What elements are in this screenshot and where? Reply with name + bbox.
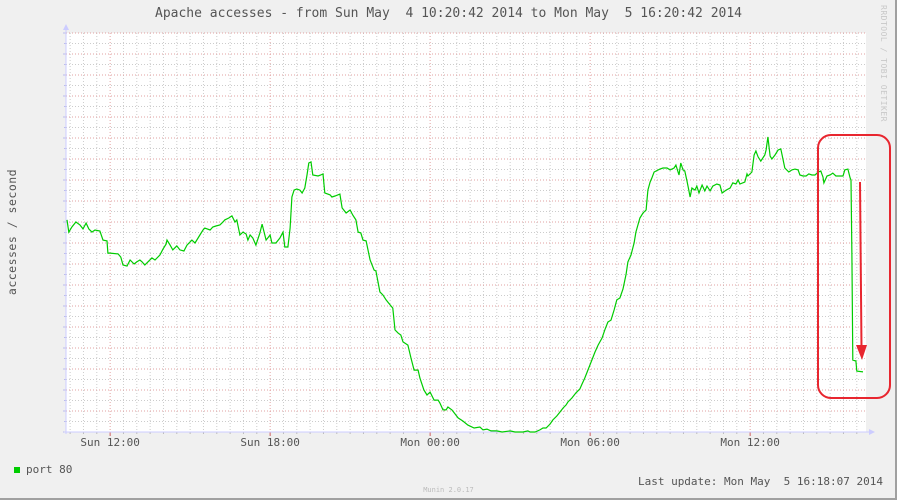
x-tick-label: Mon 12:00 — [720, 436, 780, 449]
series-line — [66, 136, 864, 433]
down-arrow-icon — [856, 345, 867, 360]
legend-label: port 80 — [26, 463, 73, 476]
series-port-80 — [66, 136, 864, 433]
y-axis-arrow-icon — [63, 24, 69, 30]
legend: port 80 — [14, 463, 72, 476]
x-tick-label: Mon 06:00 — [560, 436, 620, 449]
x-axis-arrow-icon — [869, 429, 875, 435]
annotation-arrow-shaft — [859, 181, 863, 349]
x-tick-label: Sun 12:00 — [80, 436, 140, 449]
x-tick-label: Sun 18:00 — [240, 436, 300, 449]
x-tick-labels: Sun 12:00 Sun 18:00 Mon 00:00 Mon 06:00 … — [80, 436, 780, 449]
grid — [66, 32, 866, 433]
last-update: Last update: Mon May 5 16:18:07 2014 — [637, 475, 883, 488]
rrdtool-watermark: RRDTOOL / TOBI OETIKER — [879, 5, 888, 122]
chart-title: Apache accesses - from Sun May 4 10:20:4… — [155, 6, 742, 21]
munin-version: Munin 2.0.17 — [423, 486, 474, 494]
annotation-box — [817, 134, 891, 399]
legend-swatch — [14, 466, 20, 473]
axes — [63, 24, 875, 436]
x-tick-label: Mon 00:00 — [400, 436, 460, 449]
annotation-highlight — [817, 134, 891, 399]
